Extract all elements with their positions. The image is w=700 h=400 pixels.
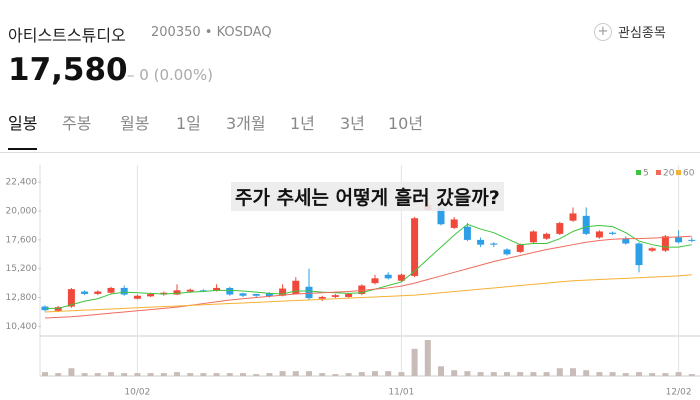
candle-body xyxy=(67,289,75,307)
candle-body xyxy=(292,280,300,294)
candle-body xyxy=(186,289,194,292)
tab-bar: 일봉 주봉 월봉 1일 3개월 1년 3년 10년 xyxy=(0,112,700,153)
x-tick-label: 11/01 xyxy=(388,388,414,398)
candle-body xyxy=(252,293,260,296)
candle-body xyxy=(595,231,603,238)
candle-body xyxy=(265,293,273,297)
candle-body xyxy=(411,218,419,276)
candle-body xyxy=(516,244,524,252)
legend-swatch xyxy=(676,170,681,175)
ma-line xyxy=(44,235,692,319)
candle-body xyxy=(490,243,498,245)
legend-swatch xyxy=(636,170,641,175)
candle-body xyxy=(582,215,590,234)
tab[interactable]: 일봉 xyxy=(8,112,38,150)
candle-body xyxy=(463,226,471,240)
candle-body xyxy=(622,238,630,244)
candle-body xyxy=(120,287,128,295)
stock-name: 아티스트스튜디오 xyxy=(8,26,126,45)
y-tick-label: 20,000 xyxy=(6,207,38,217)
plus-icon: + xyxy=(594,22,612,41)
candle-body xyxy=(437,207,445,225)
candle-body xyxy=(556,223,564,234)
candle-body xyxy=(239,293,247,296)
change-value: 0 (0.00%) xyxy=(139,66,213,84)
legend-label: 20 xyxy=(663,169,675,179)
candle-body xyxy=(450,219,458,228)
legend-swatch xyxy=(656,170,661,175)
candle-body xyxy=(503,249,511,255)
candle-body xyxy=(54,307,62,311)
stock-code: 200350 xyxy=(151,25,201,40)
ma-line xyxy=(45,223,692,309)
candle-body xyxy=(371,278,379,284)
candle-body xyxy=(648,248,656,251)
tab[interactable]: 3년 xyxy=(340,114,365,133)
candle-body xyxy=(397,274,405,281)
candle-body xyxy=(477,239,485,245)
stock-market: KOSDAQ xyxy=(216,25,272,40)
price: 17,580 xyxy=(8,52,128,88)
candle-body xyxy=(569,213,577,221)
candle-body xyxy=(661,236,669,251)
annotation: 주가 추세는 어떻게 흘러 갔을까? xyxy=(231,182,504,211)
y-tick-label: 12,800 xyxy=(6,293,38,303)
candle-body xyxy=(358,285,366,294)
candle-body xyxy=(688,239,696,241)
price-change: – 0 (0.00%) xyxy=(127,66,213,84)
candle-body xyxy=(213,287,221,291)
candle-body xyxy=(81,291,89,294)
legend-label: 60 xyxy=(683,169,695,179)
candle-body xyxy=(107,287,115,293)
ma-line xyxy=(44,274,692,313)
x-tick-label: 12/02 xyxy=(666,388,692,398)
candle-body xyxy=(345,293,353,297)
candle-body xyxy=(147,293,155,297)
candle-body xyxy=(226,287,234,295)
candle-body xyxy=(609,232,617,234)
y-tick-label: 15,200 xyxy=(6,264,38,274)
tab[interactable]: 1년 xyxy=(290,114,315,133)
candle-body xyxy=(133,295,141,299)
tab[interactable]: 주봉 xyxy=(62,114,92,133)
candle-body xyxy=(279,288,287,296)
candle-body xyxy=(305,286,313,299)
y-tick-label: 17,600 xyxy=(6,235,38,245)
candle-body xyxy=(173,290,181,295)
x-tick-label: 10/02 xyxy=(124,388,150,398)
candle-body xyxy=(331,295,339,297)
tab[interactable]: 1일 xyxy=(176,114,201,133)
candle-body xyxy=(318,296,326,299)
tab[interactable]: 3개월 xyxy=(226,114,266,133)
candle-body xyxy=(635,243,643,266)
stock-meta: 200350 • KOSDAQ xyxy=(151,25,272,40)
tab[interactable]: 월봉 xyxy=(120,114,150,133)
legend-label: 5 xyxy=(643,169,649,179)
y-tick-label: 10,400 xyxy=(6,322,38,332)
y-tick-label: 22,400 xyxy=(6,178,38,188)
candle-body xyxy=(543,233,551,239)
tab[interactable]: 10년 xyxy=(388,114,424,133)
candle-body xyxy=(529,231,537,243)
candle-body xyxy=(675,237,683,243)
candle-body xyxy=(199,290,207,292)
candle-body xyxy=(384,274,392,279)
watch-label: 관심종목 xyxy=(618,26,666,41)
watch-button[interactable]: + 관심종목 xyxy=(594,22,666,41)
candle-body xyxy=(94,291,102,294)
